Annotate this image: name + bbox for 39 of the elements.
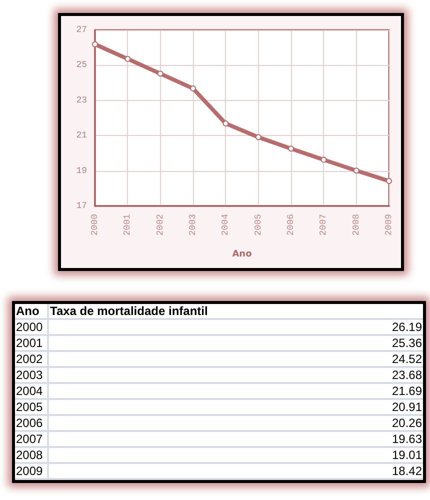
category-label: 2003 bbox=[16, 368, 43, 382]
text: 19.63 bbox=[48, 431, 423, 447]
x-axis-title: Ano bbox=[232, 250, 252, 260]
text: Taxa de mortalidade infantil bbox=[48, 304, 423, 319]
text: 21.69 bbox=[48, 383, 423, 399]
category-label: 2004 bbox=[16, 384, 43, 398]
text: 19.01 bbox=[48, 447, 423, 463]
y-tick-label: 17 bbox=[76, 201, 87, 211]
text: 25.36 bbox=[48, 335, 423, 351]
category-label: 2009 bbox=[16, 464, 43, 478]
x-tick-label: 2006 bbox=[286, 214, 296, 236]
y-tick-label: 21 bbox=[76, 130, 87, 141]
x-tick-label: 2002 bbox=[155, 214, 166, 236]
text: 24.52 bbox=[48, 351, 423, 367]
category-label: 2002 bbox=[16, 352, 43, 366]
category-label: 2008 bbox=[16, 448, 43, 462]
y-tick-label: 19 bbox=[76, 166, 87, 176]
category-label: 2000 bbox=[16, 320, 43, 334]
category-label: 2007 bbox=[16, 432, 43, 446]
x-tick-label: 2000 bbox=[90, 214, 100, 236]
text: 20.26 bbox=[48, 415, 423, 431]
x-tick-label: 2005 bbox=[253, 214, 264, 236]
x-tick-label: 2008 bbox=[351, 214, 362, 236]
text: 23.68 bbox=[48, 367, 423, 383]
x-tick-label: 2007 bbox=[318, 214, 329, 236]
text: 20.91 bbox=[48, 399, 423, 415]
x-tick-label: 2003 bbox=[188, 214, 198, 236]
y-tick-label: 23 bbox=[76, 95, 87, 106]
x-tick-label: 2001 bbox=[122, 214, 133, 236]
category-label: 2005 bbox=[16, 400, 43, 414]
y-tick-label: 27 bbox=[76, 25, 87, 35]
y-tick-label: 25 bbox=[76, 60, 87, 70]
category-label: 2001 bbox=[16, 336, 43, 350]
text: 18.42 bbox=[48, 463, 423, 479]
x-tick-label: 2009 bbox=[384, 214, 394, 236]
text: 26.19 bbox=[48, 319, 423, 335]
category-label: 2006 bbox=[16, 416, 43, 430]
x-tick-label: 2004 bbox=[220, 214, 231, 236]
text: Ano bbox=[16, 304, 40, 318]
